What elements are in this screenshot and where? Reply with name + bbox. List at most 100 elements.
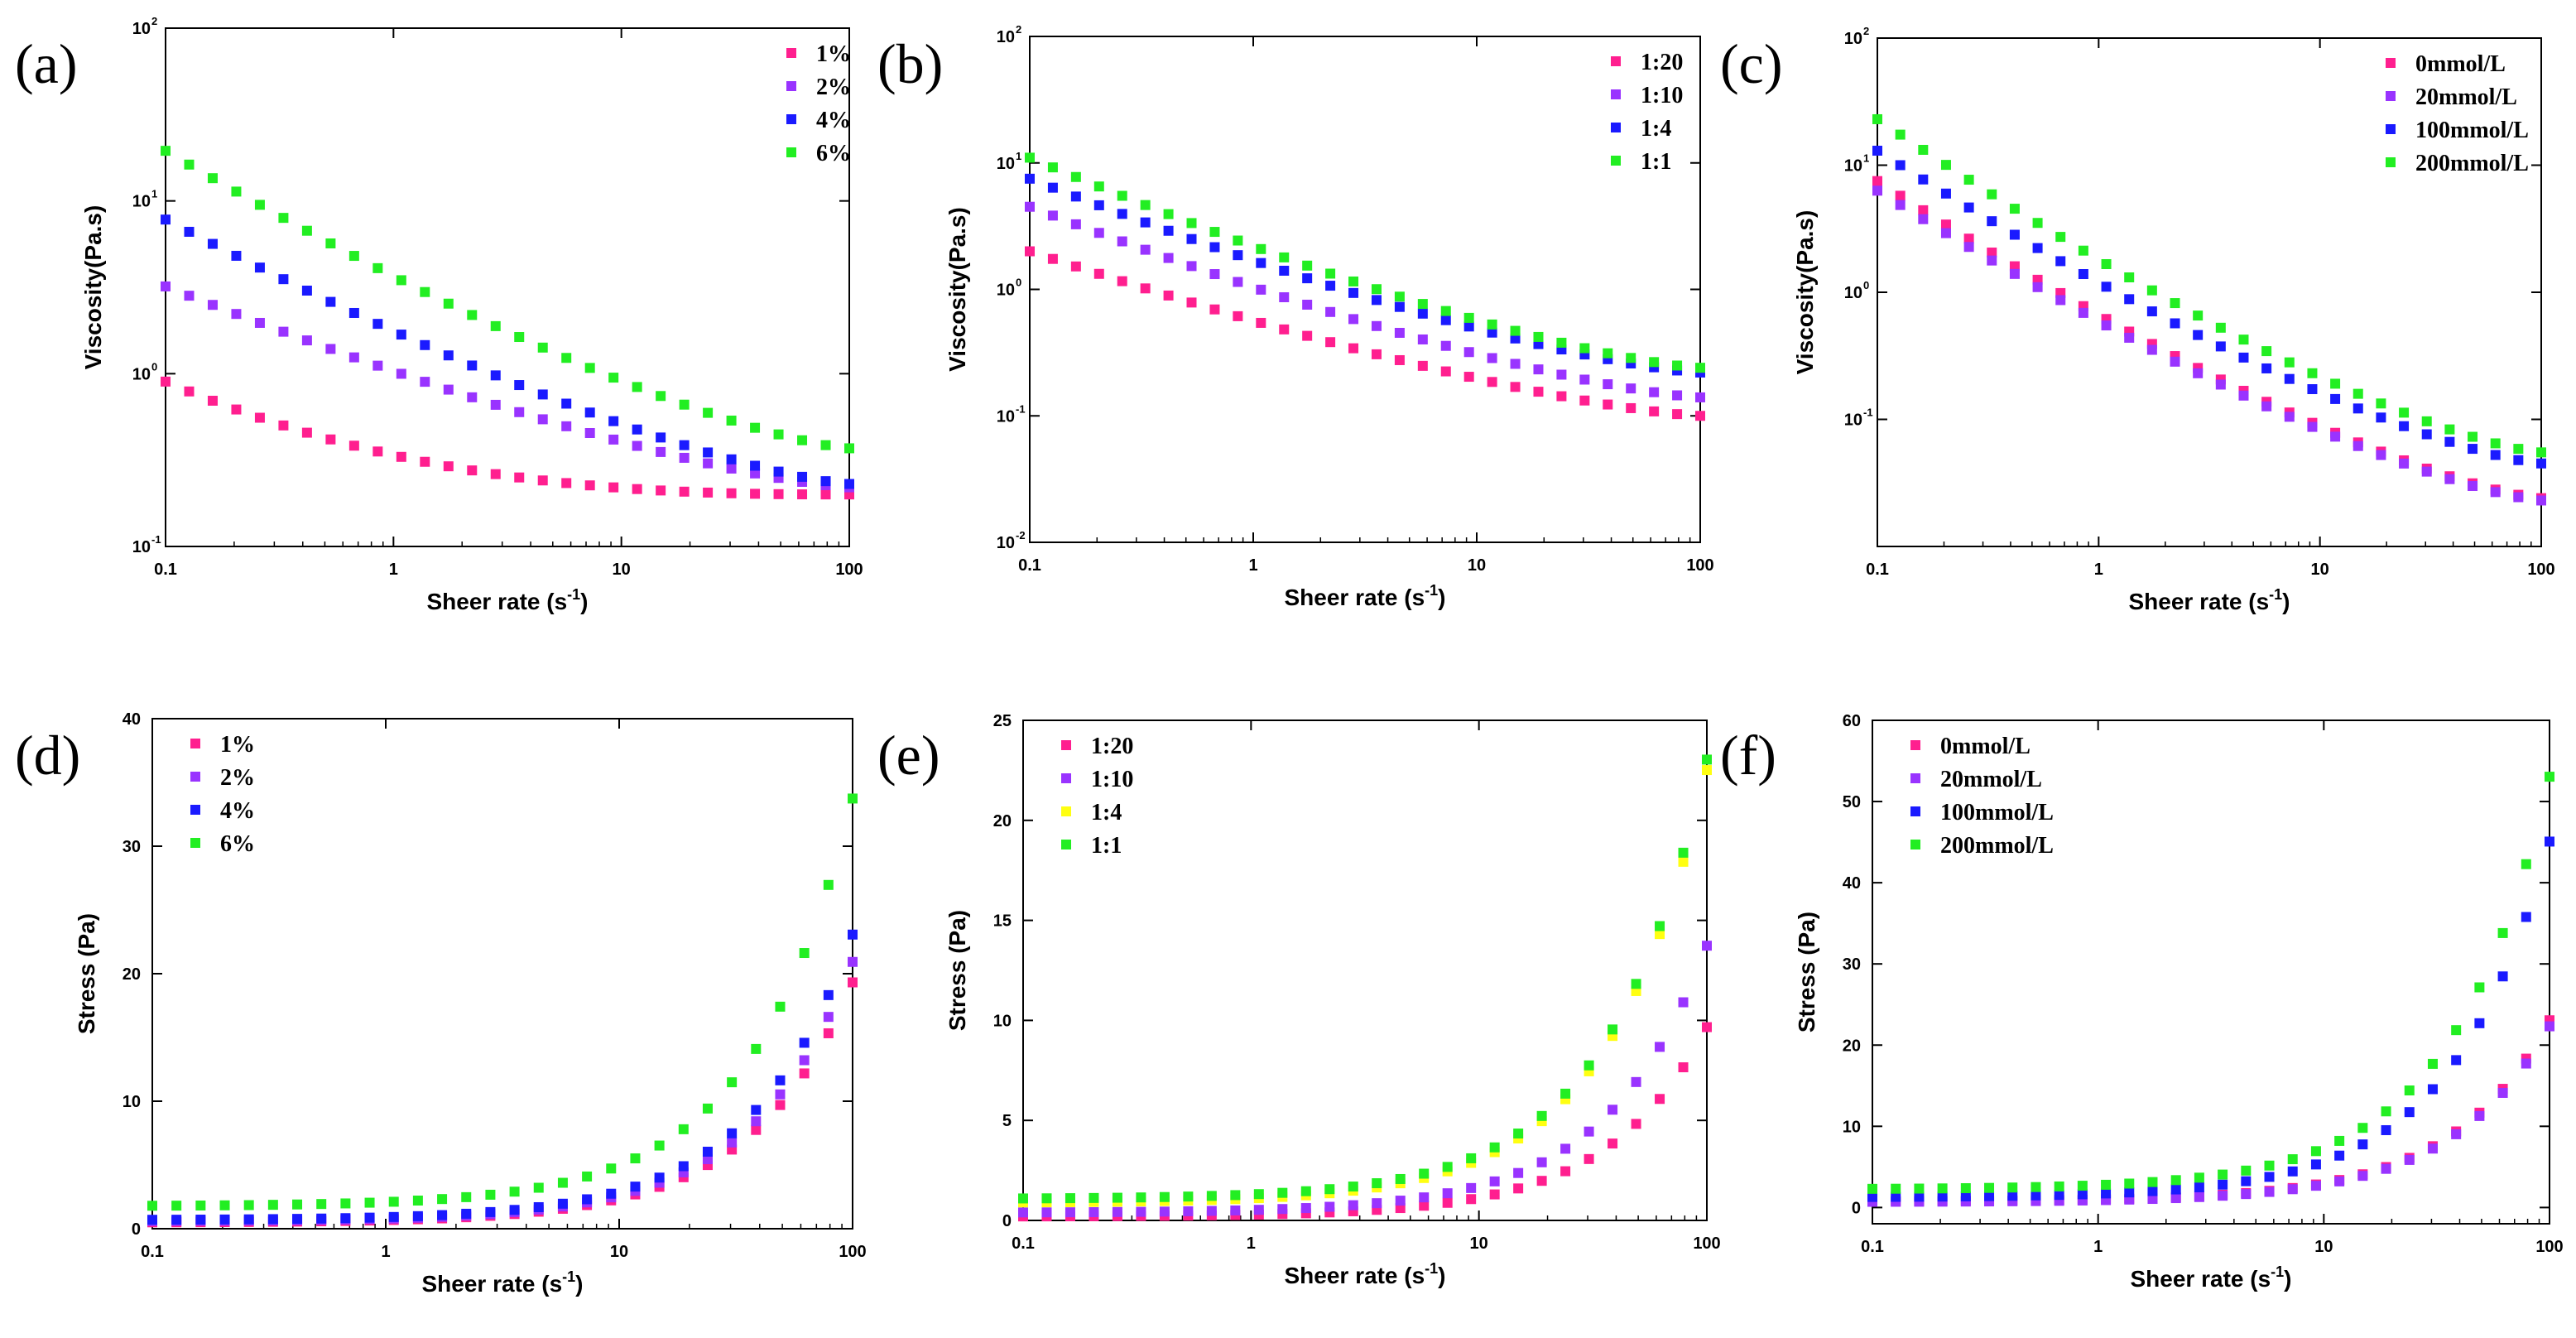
data-point (1510, 382, 1521, 392)
y-tick-label: 40 (123, 710, 141, 729)
data-point (490, 370, 501, 381)
data-point (348, 352, 359, 363)
legend-label: 1:4 (1091, 800, 1122, 825)
data-point (490, 320, 501, 331)
data-point (1348, 1182, 1358, 1192)
data-point (1513, 1183, 1524, 1194)
data-point (490, 469, 501, 479)
series-e-3 (1018, 754, 1712, 1204)
data-point (340, 1213, 351, 1224)
y-axis-label: Viscosity(Pa.s) (944, 207, 970, 372)
data-point (2444, 474, 2455, 484)
data-point (2124, 294, 2135, 305)
data-point (1163, 225, 1174, 236)
data-point (161, 281, 171, 291)
data-point (195, 1200, 206, 1210)
legend-marker (190, 805, 200, 815)
data-point (420, 339, 430, 350)
series-d-1 (147, 956, 858, 1226)
data-point (514, 472, 525, 483)
data-point (2330, 431, 2341, 442)
legend-marker (2386, 157, 2396, 167)
data-point (1463, 321, 1474, 332)
data-point (1140, 283, 1151, 294)
data-point (630, 1153, 641, 1164)
data-point (1324, 1201, 1335, 1212)
x-tick-label: 0.1 (1012, 1235, 1035, 1253)
data-point (243, 1214, 254, 1225)
data-point (1112, 1206, 1122, 1217)
data-point (678, 1161, 689, 1172)
legend-marker (190, 838, 200, 848)
data-point (751, 1116, 762, 1127)
y-axis-label: Stress (Pa) (1794, 912, 1819, 1032)
data-point (2241, 1165, 2252, 1176)
x-tick-label: 10 (2314, 1238, 2333, 1256)
data-point (396, 451, 406, 462)
data-point (1417, 308, 1428, 319)
data-point (195, 1215, 206, 1225)
data-point (231, 404, 242, 415)
y-tick-exponent: 0 (1863, 279, 1869, 291)
data-point (1984, 1191, 1995, 1201)
x-tick-label: 0.1 (141, 1243, 164, 1261)
data-point (1536, 1157, 1547, 1167)
data-point (1348, 343, 1359, 354)
data-point (1256, 257, 1266, 268)
y-axis-label: Viscosity(Pa.s) (1792, 210, 1818, 375)
data-point (557, 1198, 568, 1209)
legend-marker (1061, 806, 1071, 816)
data-point (1163, 290, 1174, 301)
data-point (2170, 356, 2180, 367)
series-b-2 (1025, 173, 1705, 378)
y-tick-label: 10 (997, 407, 1015, 426)
y-tick-label: 10 (1844, 157, 1862, 176)
data-point (2078, 269, 2088, 280)
series-b-1 (1025, 201, 1705, 402)
data-point (316, 1213, 327, 1224)
data-point (1626, 383, 1636, 394)
data-point (1463, 312, 1474, 323)
data-point (1987, 189, 1997, 200)
data-point (1533, 364, 1544, 375)
data-point (2521, 912, 2531, 922)
data-point (1256, 243, 1266, 254)
data-point (1348, 1200, 1358, 1210)
data-point (1584, 1126, 1594, 1137)
x-tick-label: 100 (839, 1243, 866, 1261)
data-point (679, 452, 690, 463)
data-point (1419, 1168, 1430, 1179)
series-a-3 (161, 146, 854, 454)
legend-marker (190, 772, 200, 782)
data-point (2287, 1184, 2298, 1195)
y-tick-label: 30 (1843, 955, 1861, 974)
data-point (2287, 1166, 2298, 1177)
data-point (703, 458, 714, 469)
data-point (2170, 1184, 2181, 1195)
data-point (1256, 284, 1266, 295)
legend-marker (1061, 840, 1071, 849)
series-f-0 (1867, 1015, 2554, 1206)
y-tick-exponent: -2 (1016, 529, 1026, 541)
data-point (2077, 1181, 2088, 1191)
data-point (2241, 1176, 2252, 1186)
series-f-1 (1867, 1021, 2554, 1207)
data-point (2054, 1181, 2064, 1191)
panel-d: (d) 0.1 1 10 100 0 10 20 30 40 Sheer rate (s-1) Str… (15, 710, 867, 1297)
data-point (1678, 856, 1689, 867)
data-point (820, 440, 831, 450)
data-point (467, 360, 478, 371)
data-point (348, 307, 359, 318)
data-point (1417, 360, 1428, 371)
data-point (372, 446, 383, 457)
data-point (1513, 1167, 1524, 1178)
data-point (467, 310, 478, 320)
y-tick-label: 10 (1844, 412, 1862, 430)
data-point (726, 488, 737, 498)
legend-label: 2% (816, 75, 851, 100)
data-point (1089, 1192, 1099, 1203)
data-point (2536, 447, 2546, 458)
data-point (1093, 200, 1104, 210)
data-point (2009, 204, 2020, 214)
data-point (1253, 1189, 1264, 1200)
